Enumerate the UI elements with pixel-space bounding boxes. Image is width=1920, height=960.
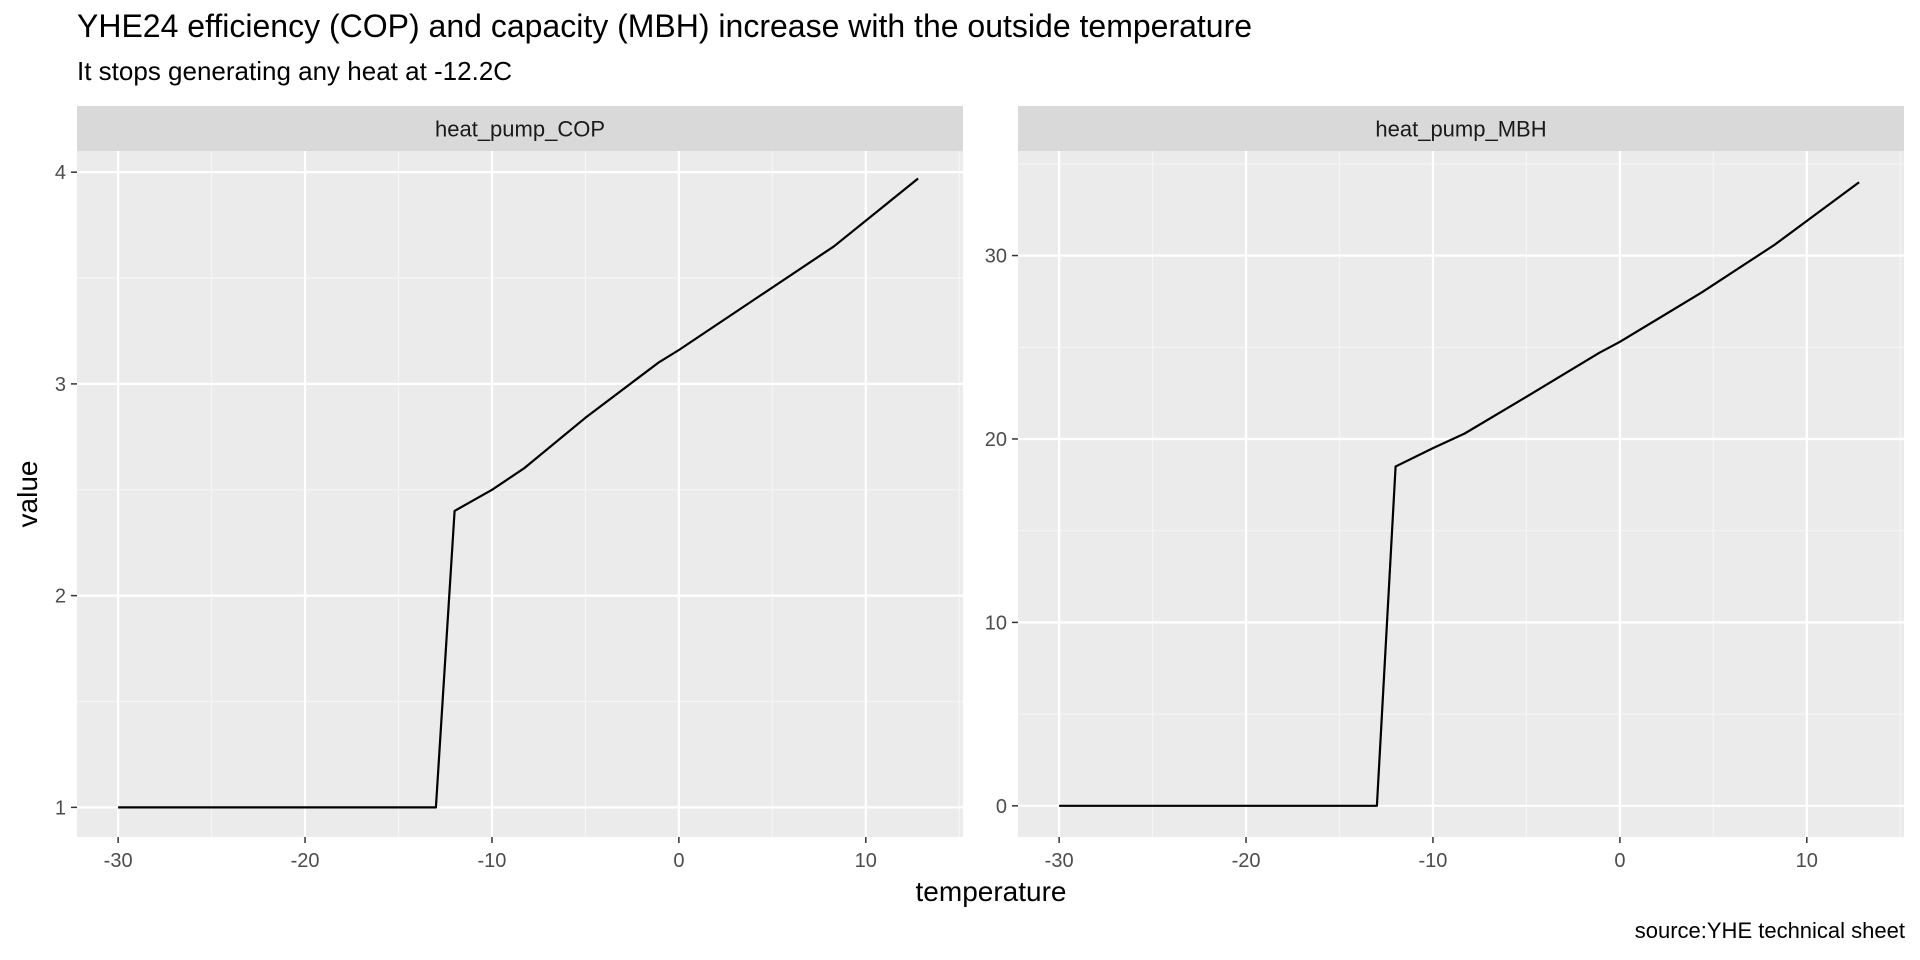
y-tick-label: 10 — [985, 612, 1007, 634]
y-tick-label: 0 — [996, 796, 1007, 818]
facet-strip-heat_pump_COP — [77, 106, 963, 151]
x-tick-label: -10 — [478, 850, 507, 872]
series-line-heat_pump_COP — [118, 177, 919, 809]
x-tick-label: -20 — [291, 850, 320, 872]
y-axis-label: value — [12, 460, 43, 528]
x-tick-label: -30 — [104, 850, 133, 872]
y-tick-label: 2 — [55, 586, 66, 608]
x-tick-label: -10 — [1419, 850, 1448, 872]
x-tick-label: 0 — [673, 850, 684, 872]
y-tick-label: 30 — [985, 246, 1007, 268]
y-tick-label: 4 — [55, 162, 66, 184]
x-tick-label: -20 — [1232, 850, 1261, 872]
x-tick-label: -30 — [1045, 850, 1074, 872]
chart-caption: source:YHE technical sheet — [1634, 918, 1905, 943]
x-tick-label: 10 — [1796, 850, 1818, 872]
facet-strip-label: heat_pump_MBH — [1375, 117, 1546, 142]
x-axis-label: temperature — [915, 876, 1067, 907]
series-line-heat_pump_MBH — [1059, 181, 1860, 807]
y-tick-label: 20 — [985, 429, 1007, 451]
chart-title: YHE24 efficiency (COP) and capacity (MBH… — [77, 8, 1253, 44]
y-tick-label: 3 — [55, 374, 66, 396]
y-tick-label: 1 — [55, 797, 66, 819]
x-tick-label: 10 — [855, 850, 877, 872]
panel-background — [1018, 151, 1904, 837]
facet-strip-heat_pump_MBH — [1018, 106, 1904, 151]
facet-strip-label: heat_pump_COP — [435, 117, 605, 142]
panel-background — [77, 151, 963, 837]
chart-subtitle: It stops generating any heat at -12.2C — [77, 56, 513, 86]
x-tick-label: 0 — [1614, 850, 1625, 872]
